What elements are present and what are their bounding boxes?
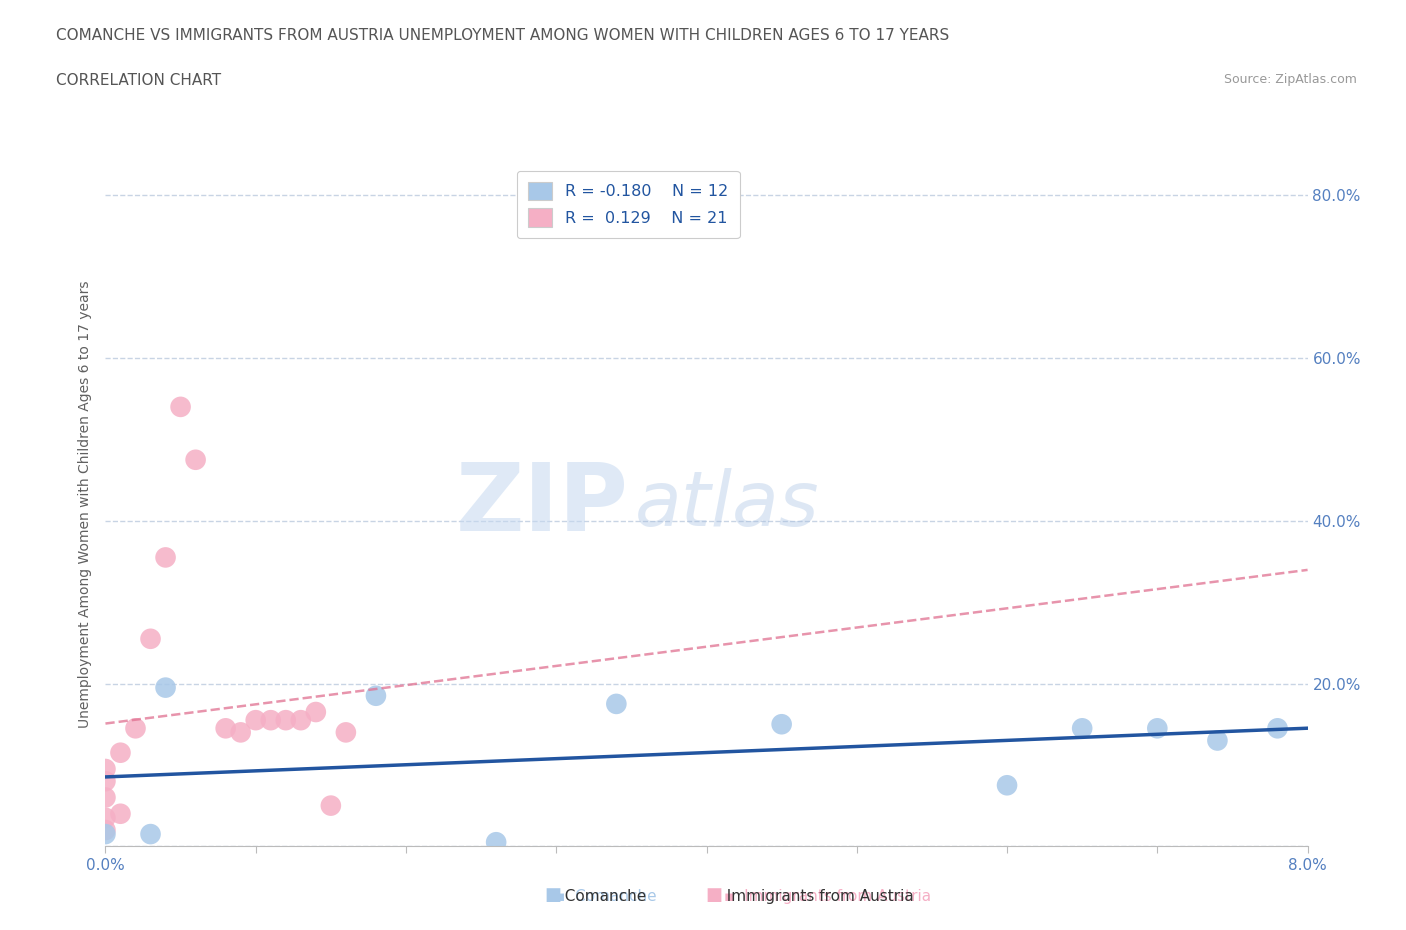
- Point: [319, 798, 342, 813]
- Point: [260, 712, 283, 727]
- Point: [229, 725, 252, 740]
- Point: [94, 762, 117, 777]
- Text: Comanche: Comanche: [555, 889, 647, 904]
- Point: [94, 823, 117, 838]
- Point: [124, 721, 146, 736]
- Legend: R = -0.180    N = 12, R =  0.129    N = 21: R = -0.180 N = 12, R = 0.129 N = 21: [517, 171, 740, 238]
- Point: [214, 721, 236, 736]
- Point: [1267, 721, 1289, 736]
- Y-axis label: Unemployment Among Women with Children Ages 6 to 17 years: Unemployment Among Women with Children A…: [79, 281, 93, 728]
- Point: [770, 717, 793, 732]
- Text: ▪  Immigrants from Austria: ▪ Immigrants from Austria: [724, 889, 931, 904]
- Text: CORRELATION CHART: CORRELATION CHART: [56, 73, 221, 87]
- Point: [155, 680, 177, 695]
- Point: [169, 400, 191, 415]
- Text: atlas: atlas: [634, 468, 818, 541]
- Point: [1071, 721, 1094, 736]
- Point: [290, 712, 312, 727]
- Text: COMANCHE VS IMMIGRANTS FROM AUSTRIA UNEMPLOYMENT AMONG WOMEN WITH CHILDREN AGES : COMANCHE VS IMMIGRANTS FROM AUSTRIA UNEM…: [56, 28, 949, 43]
- Point: [139, 631, 162, 646]
- Point: [245, 712, 267, 727]
- Point: [364, 688, 387, 703]
- Point: [94, 790, 117, 805]
- Point: [94, 827, 117, 842]
- Text: ■: ■: [706, 886, 723, 904]
- Point: [305, 705, 328, 720]
- Point: [155, 550, 177, 565]
- Text: Immigrants from Austria: Immigrants from Austria: [717, 889, 914, 904]
- Point: [485, 835, 508, 850]
- Point: [1206, 733, 1229, 748]
- Point: [335, 725, 357, 740]
- Point: [94, 810, 117, 825]
- Point: [995, 777, 1018, 792]
- Text: ▪  Comanche: ▪ Comanche: [555, 889, 657, 904]
- Point: [605, 697, 627, 711]
- Text: Source: ZipAtlas.com: Source: ZipAtlas.com: [1223, 73, 1357, 86]
- Point: [110, 745, 132, 760]
- Text: ZIP: ZIP: [456, 458, 628, 551]
- Point: [184, 452, 207, 467]
- Point: [274, 712, 297, 727]
- Point: [1146, 721, 1168, 736]
- Point: [94, 774, 117, 789]
- Text: ■: ■: [544, 886, 561, 904]
- Point: [139, 827, 162, 842]
- Point: [110, 806, 132, 821]
